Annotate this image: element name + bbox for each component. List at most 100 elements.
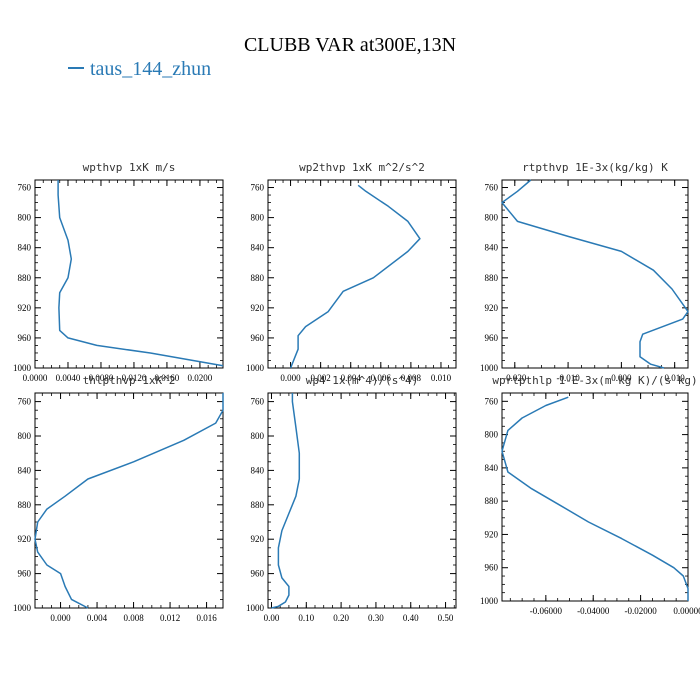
series-line bbox=[501, 396, 689, 601]
legend-label: taus_144_zhun bbox=[90, 58, 212, 80]
y-tick-label: 760 bbox=[18, 397, 32, 407]
x-tick-label: 0.40 bbox=[403, 613, 419, 623]
x-tick-label: 0.20 bbox=[333, 613, 349, 623]
y-tick-label: 880 bbox=[251, 500, 265, 510]
y-tick-label: 800 bbox=[18, 213, 32, 223]
chart-panel-2: wp2thvp 1xK m^2/s^2 760 800 840 880 920 960 100… bbox=[246, 161, 457, 383]
y-tick-label: 800 bbox=[18, 431, 32, 441]
y-tick-label: 760 bbox=[485, 396, 499, 406]
chart-panel-4: thlpthvp 1xK^2 760 800 840 880 920 960 1000 0.00… bbox=[13, 374, 224, 623]
plot-frame bbox=[267, 179, 457, 369]
y-tick-label: 960 bbox=[485, 563, 499, 573]
x-tick-label: 0.012 bbox=[160, 613, 180, 623]
y-tick-label: 760 bbox=[251, 183, 265, 193]
x-tick-label: 0.000 bbox=[280, 373, 301, 383]
y-tick-label: 840 bbox=[251, 243, 265, 253]
y-tick-label: 840 bbox=[18, 465, 32, 475]
y-tick-label: 760 bbox=[485, 183, 499, 193]
x-tick-label: 0.0200 bbox=[188, 373, 213, 383]
x-tick-label: 0.00000 bbox=[673, 606, 700, 616]
y-tick-label: 880 bbox=[18, 273, 32, 283]
x-tick-label: 0.004 bbox=[87, 613, 108, 623]
y-tick-label: 960 bbox=[18, 333, 32, 343]
x-tick-label: 0.000 bbox=[611, 373, 632, 383]
x-tick-label: 0.010 bbox=[665, 373, 686, 383]
plot-frame bbox=[34, 392, 224, 609]
y-tick-label: 880 bbox=[251, 273, 265, 283]
y-tick-label: 800 bbox=[485, 213, 499, 223]
x-tick-label: 0.0080 bbox=[89, 373, 114, 383]
y-tick-label: 1000 bbox=[13, 363, 32, 373]
legend: taus_144_zhun bbox=[68, 58, 211, 81]
series-line bbox=[289, 184, 421, 369]
y-tick-label: 920 bbox=[251, 534, 265, 544]
y-tick-label: 760 bbox=[251, 397, 265, 407]
x-tick-label: -0.04000 bbox=[577, 606, 610, 616]
x-tick-label: 0.002 bbox=[311, 373, 331, 383]
plot-frame bbox=[501, 179, 689, 369]
y-tick-label: 800 bbox=[251, 431, 265, 441]
x-tick-label: 0.010 bbox=[431, 373, 452, 383]
x-tick-label: 0.0120 bbox=[122, 373, 147, 383]
panel-title: thlpthvp 1xK^2 bbox=[83, 374, 176, 387]
y-tick-label: 840 bbox=[485, 463, 499, 473]
y-tick-label: 760 bbox=[18, 183, 32, 193]
x-tick-label: 0.0040 bbox=[56, 373, 81, 383]
x-tick-label: 0.008 bbox=[401, 373, 422, 383]
x-tick-label: -0.010 bbox=[556, 373, 580, 383]
x-tick-label: 0.30 bbox=[368, 613, 384, 623]
y-tick-label: 1000 bbox=[246, 363, 265, 373]
y-tick-label: 880 bbox=[485, 496, 499, 506]
x-tick-label: -0.020 bbox=[503, 373, 527, 383]
y-tick-label: 920 bbox=[485, 529, 499, 539]
x-tick-label: -0.06000 bbox=[530, 606, 563, 616]
chart-panel-5: wp4 1x(m^4)/(s^4)76080084088092096010000… bbox=[246, 374, 457, 623]
x-tick-label: 0.00 bbox=[264, 613, 280, 623]
y-tick-label: 920 bbox=[18, 534, 32, 544]
y-tick-label: 960 bbox=[251, 333, 265, 343]
y-tick-label: 960 bbox=[485, 333, 499, 343]
chart-panel-1: wpthvp 1xK m/s76080084088092096010000.00… bbox=[13, 161, 224, 383]
legend-swatch bbox=[68, 67, 84, 70]
y-tick-label: 920 bbox=[251, 303, 265, 313]
y-tick-label: 1000 bbox=[246, 603, 265, 613]
panel-title: rtpthvp 1E-3x(kg/kg) K bbox=[522, 161, 668, 174]
chart-panel-3: rtpthvp 1E-3x(kg/kg) K 760 800 840 880 920 960… bbox=[480, 161, 689, 383]
y-tick-label: 840 bbox=[251, 465, 265, 475]
plot-frame bbox=[34, 179, 224, 369]
x-tick-label: 0.004 bbox=[341, 373, 362, 383]
y-tick-label: 880 bbox=[485, 273, 499, 283]
x-tick-label: 0.50 bbox=[438, 613, 454, 623]
panel-title: wp2thvp 1xK m^2/s^2 bbox=[299, 161, 425, 174]
x-tick-label: 0.10 bbox=[298, 613, 314, 623]
y-tick-label: 1000 bbox=[480, 363, 499, 373]
series-line bbox=[34, 393, 224, 609]
x-tick-label: 0.0000 bbox=[23, 373, 48, 383]
x-tick-label: 0.008 bbox=[123, 613, 144, 623]
x-tick-label: 0.016 bbox=[196, 613, 217, 623]
panel-title: wpthvp 1xK m/s bbox=[83, 161, 176, 174]
y-tick-label: 800 bbox=[251, 213, 265, 223]
chart-panel-6: wprtpthlp 1-E-3x(m kg K)/(s kg) 760 800 840… bbox=[480, 374, 700, 616]
series-line bbox=[57, 180, 224, 367]
y-tick-label: 960 bbox=[251, 569, 265, 579]
x-tick-label: 0.0160 bbox=[155, 373, 180, 383]
y-tick-label: 880 bbox=[18, 500, 32, 510]
y-tick-label: 920 bbox=[485, 303, 499, 313]
x-tick-label: -0.02000 bbox=[624, 606, 657, 616]
panel-title: wprtpthlp 1-E-3x(m kg K)/(s kg) bbox=[492, 374, 697, 387]
plot-frame bbox=[501, 392, 689, 602]
page-title: CLUBB VAR at300E,13N bbox=[243, 34, 457, 56]
y-tick-label: 800 bbox=[485, 430, 499, 440]
y-tick-label: 1000 bbox=[13, 603, 32, 613]
y-tick-label: 840 bbox=[485, 243, 499, 253]
series-line bbox=[271, 393, 301, 609]
y-tick-label: 840 bbox=[18, 243, 32, 253]
y-tick-label: 1000 bbox=[480, 596, 499, 606]
x-tick-label: 0.006 bbox=[371, 373, 392, 383]
series-line bbox=[501, 179, 689, 369]
y-tick-label: 960 bbox=[18, 569, 32, 579]
plot-frame bbox=[267, 392, 457, 609]
x-tick-label: 0.000 bbox=[50, 613, 71, 623]
